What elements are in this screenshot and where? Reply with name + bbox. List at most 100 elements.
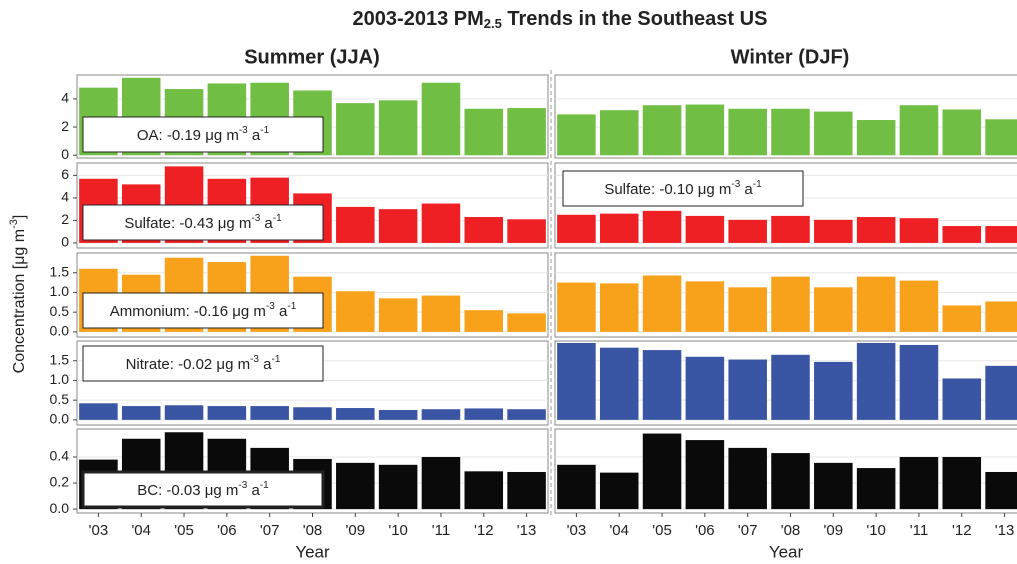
bar [685,281,725,332]
annotation-text: Nitrate: -0.02 μg m [126,356,251,373]
x-tick-label: '06 [695,522,715,539]
bar [899,457,939,510]
y-tick-label: 6 [61,166,69,182]
annotation-superscript: -1 [287,301,296,312]
bar [599,213,639,243]
bar [728,359,767,420]
bar [899,105,939,156]
annotation: BC: -0.03 μg m-3 a-1 [137,480,269,499]
bar [164,405,204,420]
bar [814,462,853,510]
bar [814,111,853,156]
annotation-box [82,292,324,329]
annotation-text: Ammonium: -0.16 μg m [110,303,266,320]
x-tick-label: '08 [303,522,323,539]
bar [771,354,810,420]
bar [942,305,982,332]
bar [507,471,546,510]
y-tick-label: 1.0 [50,283,70,299]
annotation-superscript: -3 [731,179,740,190]
bar [336,462,375,510]
annotation-superscript: -1 [260,125,269,136]
bar [771,108,810,156]
bar [942,457,982,510]
x-tick-label: '07 [260,522,280,539]
bar [685,356,725,420]
x-tick-label: '05 [652,522,672,539]
bar [685,215,725,243]
bar [557,464,596,510]
x-axis-label: Year [295,542,330,561]
x-tick-label: '09 [346,522,366,539]
x-tick-label: '10 [866,522,886,539]
label-text: ] [11,215,28,219]
x-tick-label: '11 [910,522,928,539]
bar [599,472,639,510]
annotation-superscript: -1 [273,213,282,224]
x-tick-label: '05 [174,522,194,539]
label-superscript: -3 [8,219,20,229]
y-tick-label: 2 [61,118,69,134]
bar [856,120,896,156]
title-text: Trends in the Southeast US [502,8,768,30]
x-tick-label: '13 [517,522,537,539]
annotation-superscript: -3 [239,125,248,136]
bar [336,408,375,420]
bar [814,287,853,332]
column-title: Winter (DJF) [731,46,850,68]
y-tick-label: 0.0 [50,500,70,516]
annotation-box [82,345,324,382]
annotation-superscript: -3 [238,480,247,491]
y-tick-label: 0.2 [50,474,70,490]
y-tick-label: 0.5 [50,391,70,407]
y-tick-label: 1.5 [50,351,70,367]
bar [336,206,375,243]
bar [421,82,461,156]
annotation-superscript: -1 [272,354,281,365]
annotation: Sulfate: -0.43 μg m-3 a-1 [124,213,282,232]
x-tick-label: '03 [89,522,109,539]
bar [814,219,853,243]
x-tick-label: '12 [474,522,494,539]
bar [771,215,810,243]
y-tick-label: 0.0 [50,411,70,427]
bar [985,226,1017,243]
y-tick-label: 0 [61,234,69,250]
bar [685,440,725,510]
y-tick-label: 1.0 [50,371,70,387]
bar [557,114,596,156]
bar [464,408,504,420]
annotation-text: Sulfate: -0.43 μg m [124,215,251,232]
bar [942,109,982,156]
bar [642,105,682,156]
bar [856,276,896,332]
x-tick-label: '12 [952,522,972,539]
bar [856,342,896,420]
title-subscript: 2.5 [484,16,502,31]
bar [856,217,896,243]
y-tick-label: 0.5 [50,303,70,319]
bar [685,104,725,156]
bar [642,210,682,243]
bar [856,468,896,510]
annotation-superscript: -3 [250,354,259,365]
x-tick-label: '08 [781,522,801,539]
bar [942,378,982,420]
x-tick-label: '04 [609,522,629,539]
annotation-text: a [260,215,273,232]
y-tick-label: 4 [61,90,69,106]
bar [121,406,161,420]
y-tick-label: 0.4 [50,448,70,464]
annotation-box [81,470,325,509]
y-tick-label: 4 [61,189,69,205]
bar [464,471,504,510]
bar [728,447,767,510]
bar [336,291,375,332]
chart-title: 2003-2013 PM2.5 Trends in the Southeast … [353,8,768,31]
annotation-superscript: -1 [753,179,762,190]
bar [771,276,810,332]
annotation-superscript: -3 [251,213,260,224]
bar [899,218,939,243]
bar [464,108,504,156]
